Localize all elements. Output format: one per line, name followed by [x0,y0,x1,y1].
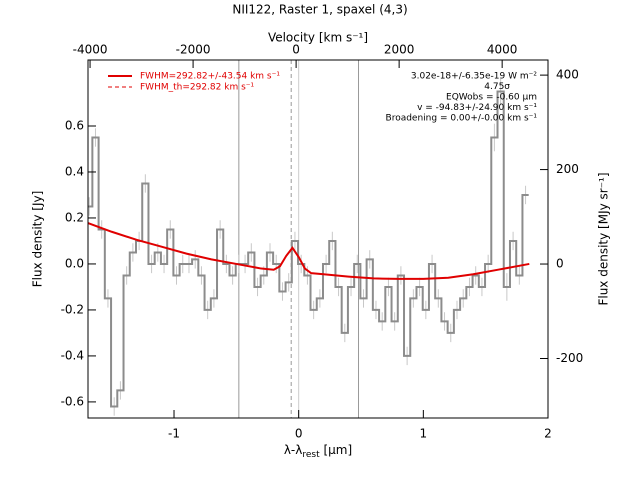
x-axis-label: λ-λrest [μm] [284,443,352,460]
y2-tick-label: 200 [556,162,579,176]
x2-axis-label: Velocity [km s⁻¹] [268,31,368,45]
y-tick-label: 0.0 [65,256,84,270]
x-tick-label: 0 [295,427,303,441]
y-tick-label: -0.2 [61,302,84,316]
x2-tick-label: 4000 [487,43,518,57]
legend-label: FWHM_th=292.82 km s⁻¹ [140,83,255,93]
fit-line [88,221,530,280]
y-tick-label: 0.6 [65,118,84,132]
annotation: 4.75σ [484,82,510,92]
annotation: v = -94.83+/-24.90 km s⁻¹ [417,103,537,113]
y-tick-label: -0.4 [61,348,84,362]
y2-tick-label: -200 [556,351,583,365]
legend-label: FWHM=292.82+/-43.54 km s⁻¹ [140,72,280,82]
y2-axis-label: Flux density [MJy sr⁻¹] [597,172,611,305]
spectrum [88,90,529,408]
chart-title: NII122, Raster 1, spaxel (4,3) [232,3,407,17]
annotation: 3.02e-18+/-6.35e-19 W m⁻² [411,72,538,82]
y-tick-label: 0.4 [65,164,84,178]
x2-tick-label: -2000 [176,43,211,57]
x2-tick-label: 2000 [384,43,415,57]
y2-tick-label: 400 [556,68,579,82]
annotation: EQWobs = -0.60 μm [446,93,537,103]
annotation: Broadening = 0.00+/-0.00 km s⁻¹ [386,114,538,124]
y2-tick-label: 0 [556,257,564,271]
y-tick-label: 0.2 [65,210,84,224]
x-label-unit: [μm] [320,443,353,457]
x-label-main: λ-λ [284,443,303,457]
x2-tick-label: -4000 [73,43,108,57]
y-axis-label: Flux density [Jy] [31,191,45,288]
plot-frame [87,59,549,419]
y-tick-label: -0.6 [61,394,84,408]
x-tick-label: -1 [168,427,180,441]
plot-area [88,60,530,418]
x2-tick-label: 0 [292,43,300,57]
x-label-sub: rest [302,450,320,460]
x-tick-label: 1 [420,427,428,441]
x-tick-label: 2 [544,427,552,441]
